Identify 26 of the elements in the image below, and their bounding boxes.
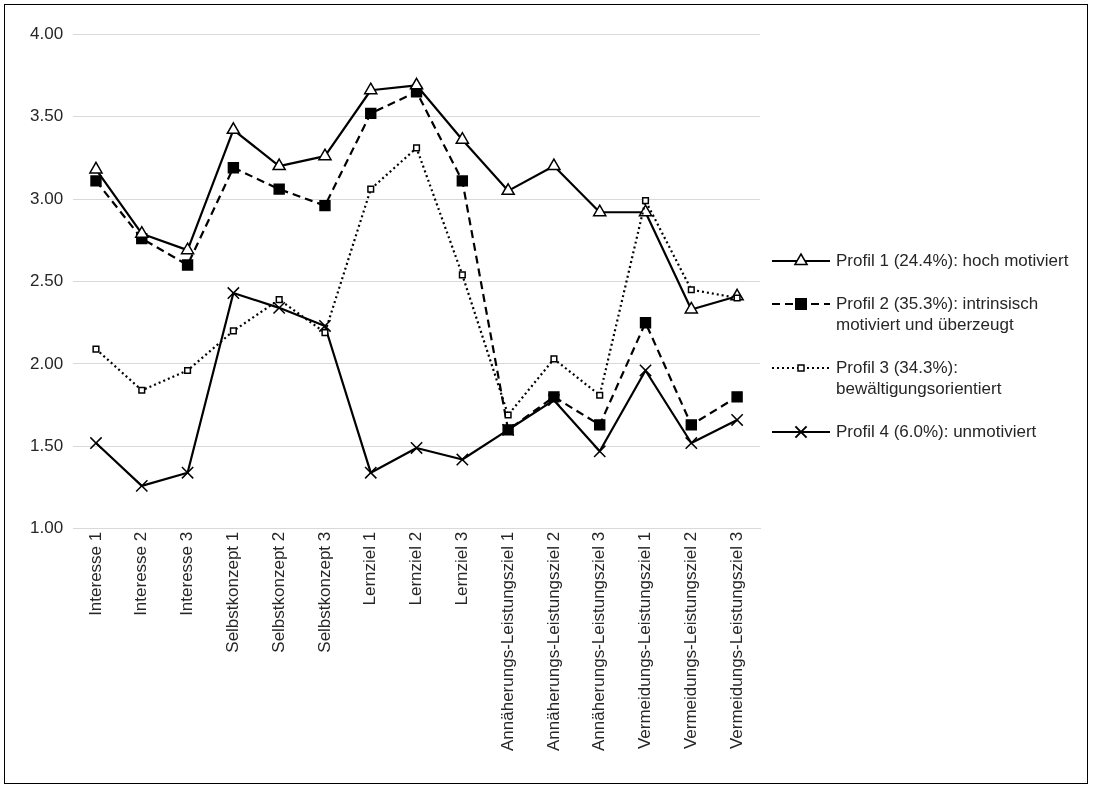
x-tick-label: Interesse 1	[85, 531, 105, 616]
x-tick-label: Selbstkonzept 1	[223, 531, 243, 653]
legend-label: Profil 3 (34.3%): bewältigungsorientiert	[836, 357, 1003, 399]
x-tick-label: Interesse 3	[177, 531, 197, 616]
legend-label: Profil 4 (6.0%): unmotiviert	[836, 421, 1037, 442]
x-tick-label: Annäherungs-Leistungsziel 1	[497, 531, 517, 752]
y-tick-label: 2.50	[29, 271, 64, 291]
y-tick-label: 1.00	[29, 518, 64, 538]
x-tick-label: Lernziel 3	[452, 531, 472, 606]
x-tick-label: Lernziel 1	[360, 531, 380, 606]
x-tick-label: Vermeidungs-Leistungsziel 3	[726, 531, 746, 750]
y-tick-label: 2.00	[29, 353, 64, 373]
x-tick-label: Vermeidungs-Leistungsziel 1	[635, 531, 655, 750]
y-tick-label: 1.50	[29, 436, 64, 456]
y-tick-label: 3.50	[29, 106, 64, 126]
x-tick-label: Selbstkonzept 3	[314, 531, 334, 653]
x-tick-label: Interesse 2	[131, 531, 151, 616]
x-tick-label: Lernziel 2	[406, 531, 426, 606]
x-tick-label: Annäherungs-Leistungsziel 2	[543, 531, 563, 752]
x-tick-label: Selbstkonzept 2	[268, 531, 288, 653]
legend-label: Profil 1 (24.4%): hoch motiviert	[836, 250, 1069, 271]
y-tick-label: 3.00	[29, 188, 64, 208]
x-tick-label: Annäherungs-Leistungsziel 3	[589, 531, 609, 752]
legend-label: Profil 2 (35.3%): intrinsisch motiviert und überzeugt	[836, 293, 1040, 335]
y-tick-label: 4.00	[29, 23, 64, 43]
x-tick-label: Vermeidungs-Leistungsziel 2	[681, 531, 700, 750]
